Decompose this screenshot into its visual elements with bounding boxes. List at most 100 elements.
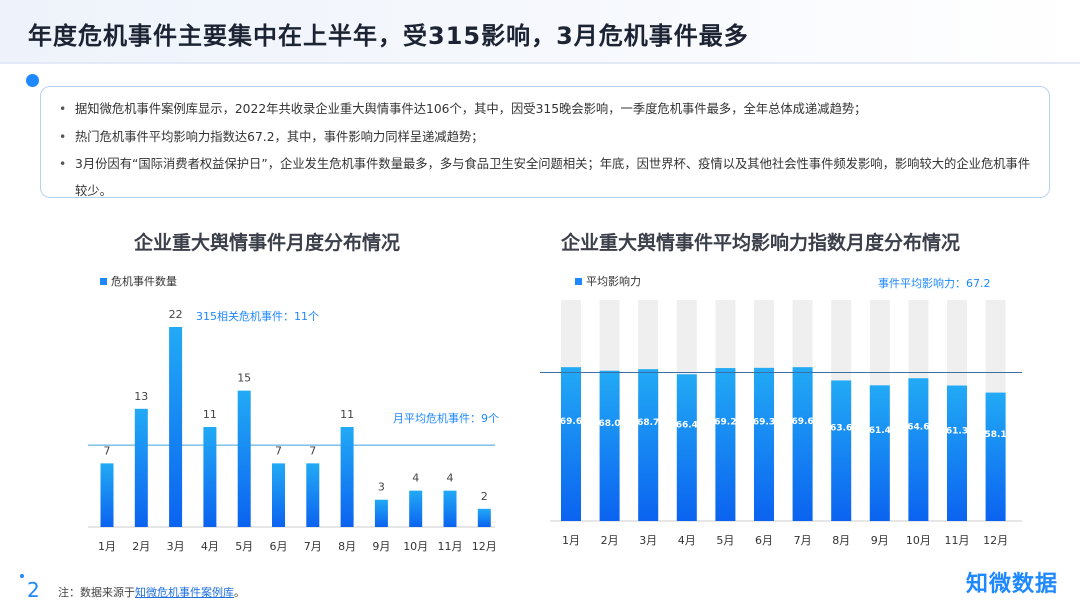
source-link[interactable]: 知微危机事件案例库	[135, 586, 234, 599]
data-label: 11	[340, 408, 354, 421]
bar	[869, 385, 890, 521]
legend-left: 危机事件数量	[100, 273, 177, 289]
accent-dot	[26, 74, 39, 87]
x-tick-label: 7月	[304, 540, 322, 553]
x-tick-label: 5月	[235, 540, 253, 553]
title-divider	[0, 62, 1080, 64]
x-tick-label: 3月	[639, 534, 657, 547]
summary-box: 据知微危机事件案例库显示，2022年共收录企业重大舆情事件达106个，其中，因受…	[40, 86, 1050, 198]
right-chart: 69.6 1月 68.0 2月 68.7 3月 66.4 4月 69.2 5月 69.3 6月 69.6…	[540, 300, 1022, 547]
bar	[792, 367, 813, 521]
data-label: 4	[447, 472, 454, 485]
bar	[599, 370, 620, 521]
data-label: 63.6	[830, 424, 852, 434]
summary-bullet: 3月份因有“国际消费者权益保护日”，企业发生危机事件数量最多，多与食品卫生安全问…	[57, 151, 1033, 205]
data-label: 61.4	[869, 426, 891, 436]
x-tick-label: 10月	[403, 540, 428, 553]
data-label: 7	[309, 444, 316, 457]
data-label: 7	[104, 444, 111, 457]
data-label: 11	[203, 408, 217, 421]
x-tick-label: 1月	[98, 540, 116, 553]
bar	[754, 367, 774, 521]
source-note-prefix: 注：数据来源于	[58, 586, 135, 599]
data-label: 64.6	[907, 423, 929, 433]
bar	[169, 327, 183, 527]
source-note-suffix: 。	[234, 586, 245, 599]
data-label: 69.6	[560, 417, 582, 427]
bar	[134, 408, 148, 527]
x-tick-label: 2月	[601, 534, 619, 547]
left-chart: 7 1月 13 2月 22 3月 11 4月 15 5月 7 6月 7 7月 11 8月 3 9月 4 10月 4 11月…	[88, 308, 497, 553]
summary-bullet: 据知微危机事件案例库显示，2022年共收录企业重大舆情事件达106个，其中，因受…	[57, 95, 1033, 123]
bar	[409, 490, 423, 527]
page-number: 2	[27, 578, 40, 602]
x-tick-label: 3月	[167, 540, 185, 553]
x-tick-label: 11月	[945, 534, 970, 547]
bar	[715, 368, 736, 521]
data-label: 69.3	[753, 417, 775, 427]
data-label: 61.3	[946, 426, 968, 436]
x-tick-label: 12月	[983, 534, 1008, 547]
data-label: 13	[134, 390, 148, 403]
source-note: 注：数据来源于知微危机事件案例库。	[58, 584, 245, 600]
x-tick-label: 6月	[270, 540, 288, 553]
bar	[374, 499, 388, 527]
data-label: 7	[275, 444, 282, 457]
bar	[831, 380, 852, 521]
data-label: 68.7	[637, 418, 659, 428]
data-label: 68.0	[598, 419, 620, 429]
x-tick-label: 9月	[871, 534, 889, 547]
annotation-avg-influence: 事件平均影响力：67.2	[878, 277, 991, 290]
bar	[985, 392, 1006, 521]
summary-bullet: 热门危机事件平均影响力指数达67.2，其中，事件影响力同样呈递减趋势；	[57, 123, 1033, 151]
bar	[947, 385, 967, 521]
bar	[908, 378, 929, 521]
annotation-315: 315相关危机事件：11个	[196, 310, 319, 323]
page-title: 年度危机事件主要集中在上半年，受315影响，3月危机事件最多	[28, 22, 749, 50]
bar	[237, 390, 251, 527]
x-tick-label: 10月	[906, 534, 931, 547]
x-tick-label: 5月	[716, 534, 734, 547]
bar	[100, 463, 114, 527]
x-tick-label: 9月	[372, 540, 390, 553]
data-label: 69.2	[714, 418, 736, 428]
legend-label: 平均影响力	[586, 275, 641, 288]
bar	[561, 367, 581, 521]
brand-logo: 知微数据	[966, 572, 1059, 597]
data-label: 15	[237, 372, 251, 385]
x-tick-label: 12月	[472, 540, 497, 553]
annotation-monthly-avg: 月平均危机事件：9个	[393, 412, 499, 425]
x-tick-label: 4月	[678, 534, 696, 547]
x-tick-label: 1月	[562, 534, 580, 547]
legend-label: 危机事件数量	[111, 275, 177, 288]
data-label: 69.6	[791, 417, 813, 427]
data-label: 22	[169, 308, 183, 321]
x-tick-label: 11月	[438, 540, 463, 553]
data-label: 58.1	[984, 430, 1006, 440]
bar	[443, 490, 457, 527]
legend-swatch	[575, 277, 582, 285]
x-tick-label: 4月	[201, 540, 219, 553]
bar	[272, 463, 285, 527]
x-tick-label: 2月	[132, 540, 150, 553]
bar	[676, 374, 697, 521]
bar	[203, 427, 217, 527]
x-tick-label: 6月	[755, 534, 773, 547]
chart-title-right: 企业重大舆情事件平均影响力指数月度分布情况	[561, 232, 961, 254]
data-label: 2	[481, 490, 488, 503]
data-label: 66.4	[676, 421, 698, 431]
bar	[638, 369, 659, 521]
data-label: 4	[412, 472, 419, 485]
data-label: 3	[378, 481, 385, 494]
chart-title-left: 企业重大舆情事件月度分布情况	[134, 232, 401, 254]
bar	[340, 427, 354, 527]
bar	[306, 463, 320, 527]
legend-right: 平均影响力	[575, 273, 641, 289]
footer-dot	[20, 574, 24, 578]
title-bar	[0, 0, 1080, 62]
x-tick-label: 8月	[338, 540, 356, 553]
bar	[477, 508, 491, 527]
legend-swatch	[100, 277, 107, 285]
x-tick-label: 8月	[832, 534, 850, 547]
